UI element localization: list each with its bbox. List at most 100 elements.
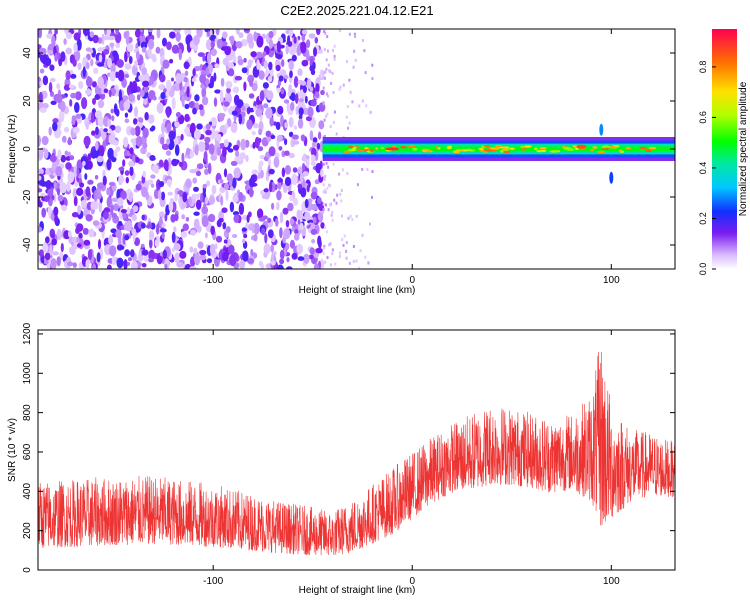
band-streak xyxy=(520,145,525,148)
noise-blob xyxy=(219,89,224,102)
snr-plot-area xyxy=(38,330,675,570)
noise-blob xyxy=(85,121,89,130)
noise-blob xyxy=(204,232,208,239)
noise-blob xyxy=(273,251,277,256)
noise-blob xyxy=(54,214,59,225)
noise-blob xyxy=(98,200,103,213)
noise-speckle xyxy=(345,241,348,244)
noise-blob xyxy=(247,107,255,113)
noise-blob xyxy=(204,136,211,144)
noise-blob xyxy=(72,126,80,134)
noise-blob xyxy=(138,75,143,81)
noise-speckle xyxy=(364,255,367,259)
noise-blob xyxy=(202,54,206,62)
noise-blob xyxy=(279,211,284,224)
noise-speckle xyxy=(339,29,342,33)
noise-blob xyxy=(312,216,317,224)
band-streak xyxy=(601,145,609,149)
noise-blob xyxy=(92,220,100,226)
noise-blob xyxy=(292,167,298,173)
noise-speckle xyxy=(331,218,334,222)
noise-blob xyxy=(304,95,308,104)
noise-blob xyxy=(76,236,80,244)
noise-blob xyxy=(91,263,97,269)
noise-blob xyxy=(38,135,41,147)
band-streak xyxy=(639,146,648,150)
noise-blob xyxy=(141,214,145,221)
noise-speckle xyxy=(341,168,344,172)
noise-blob xyxy=(39,80,43,87)
spectrogram-xlabel: Height of straight line (km) xyxy=(299,285,416,296)
noise-speckle xyxy=(346,60,348,63)
noise-blob xyxy=(48,126,52,136)
noise-blob xyxy=(211,184,217,195)
noise-blob xyxy=(304,211,311,221)
noise-blob xyxy=(181,152,185,164)
noise-blob xyxy=(259,160,264,167)
noise-blob xyxy=(139,89,145,98)
noise-speckle xyxy=(346,105,349,109)
noise-speckle xyxy=(355,214,358,218)
noise-blob xyxy=(289,101,295,111)
noise-blob xyxy=(181,95,185,108)
noise-blob xyxy=(57,194,64,202)
band-streak xyxy=(501,148,510,151)
noise-blob xyxy=(110,228,117,234)
noise-blob xyxy=(109,245,117,257)
noise-blob xyxy=(296,243,304,255)
noise-blob xyxy=(228,35,235,42)
noise-blob xyxy=(162,37,167,47)
noise-blob xyxy=(311,238,316,244)
noise-blob xyxy=(88,228,95,238)
noise-blob xyxy=(185,147,191,156)
noise-blob xyxy=(166,138,171,145)
noise-speckle xyxy=(351,100,354,104)
noise-blob xyxy=(173,29,181,33)
noise-blob xyxy=(103,35,110,41)
noise-blob xyxy=(132,231,136,242)
noise-speckle xyxy=(371,195,373,199)
noise-blob xyxy=(133,106,139,118)
noise-blob xyxy=(72,59,77,67)
band-streak xyxy=(540,149,547,153)
band-streak xyxy=(574,147,579,151)
noise-blob xyxy=(263,243,271,255)
noise-blob xyxy=(224,46,232,56)
band-streak xyxy=(380,146,385,150)
noise-blob xyxy=(56,83,61,90)
noise-blob xyxy=(87,179,94,185)
noise-blob xyxy=(255,108,263,117)
band-streak xyxy=(364,146,368,150)
noise-speckle xyxy=(327,63,330,67)
noise-blob xyxy=(202,183,207,189)
noise-blob xyxy=(273,156,280,168)
noise-blob xyxy=(238,260,246,269)
noise-speckle xyxy=(323,48,326,51)
noise-speckle xyxy=(322,183,325,187)
noise-blob xyxy=(289,195,294,202)
noise-blob xyxy=(138,117,144,124)
noise-blob xyxy=(44,259,49,265)
noise-blob xyxy=(166,179,173,187)
noise-blob xyxy=(320,222,325,229)
noise-blob xyxy=(141,263,147,268)
noise-blob xyxy=(302,85,307,94)
noise-blob xyxy=(138,249,142,262)
noise-blob xyxy=(44,148,49,159)
noise-blob xyxy=(247,59,252,69)
noise-speckle xyxy=(329,242,332,246)
noise-blob xyxy=(181,214,186,220)
noise-blob xyxy=(42,75,49,86)
band-streak xyxy=(523,145,532,148)
noise-blob xyxy=(124,249,130,257)
noise-blob xyxy=(156,29,161,39)
band-streak xyxy=(455,149,465,152)
noise-blob xyxy=(270,244,275,253)
noise-blob xyxy=(291,134,299,140)
noise-blob xyxy=(225,92,229,99)
y-tick-label: 40 xyxy=(22,47,33,59)
noise-blob xyxy=(193,247,198,255)
x-tick-label: 100 xyxy=(603,576,620,587)
band-streak xyxy=(446,146,452,150)
noise-blob xyxy=(205,67,210,76)
